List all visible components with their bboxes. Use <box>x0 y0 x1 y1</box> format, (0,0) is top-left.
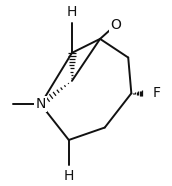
Text: H: H <box>67 5 77 20</box>
Text: H: H <box>64 169 74 183</box>
Text: N: N <box>35 97 46 111</box>
Text: F: F <box>152 86 160 100</box>
Text: O: O <box>110 18 121 32</box>
